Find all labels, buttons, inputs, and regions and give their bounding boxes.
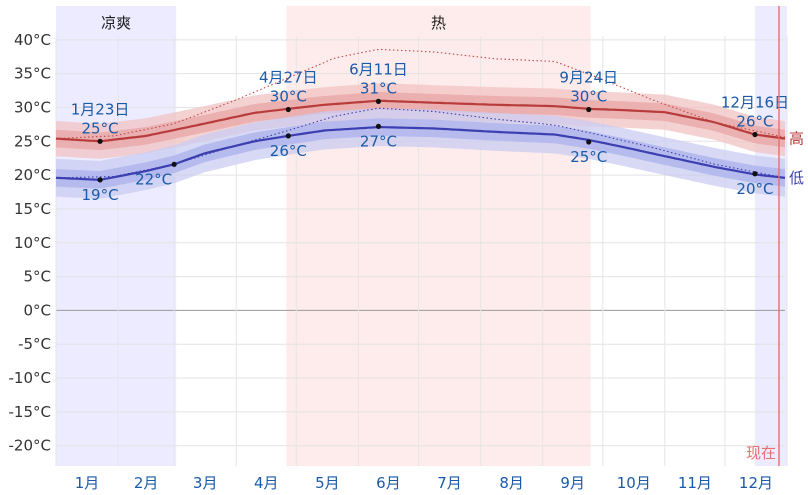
x-tick-label-11: 12月 — [739, 474, 773, 492]
x-tick-label-3: 4月 — [254, 474, 279, 492]
annotation-temp-8: 25°C — [570, 148, 607, 166]
annotation-date-5: 6月11日 — [349, 60, 408, 78]
y-tick-label-2: -10°C — [9, 369, 51, 387]
annotation-point-2 — [171, 161, 177, 167]
y-tick-label-4: 0°C — [23, 301, 51, 319]
y-tick-label-0: -20°C — [9, 437, 51, 455]
annotations: 25°C1月23日19°C22°C30°C4月27日26°C31°C6月11日2… — [71, 6, 789, 466]
x-tick-label-4: 5月 — [315, 474, 340, 492]
annotation-point-1 — [97, 177, 103, 183]
now-label: 现在 — [746, 444, 776, 462]
series-lines: 高低 — [55, 48, 804, 187]
y-tick-label-6: 10°C — [14, 234, 51, 252]
annotation-temp-3: 30°C — [270, 88, 307, 106]
y-tick-label-9: 25°C — [14, 132, 51, 150]
series-label-0: 高 — [789, 130, 804, 148]
y-tick-label-10: 30°C — [14, 98, 51, 116]
annotation-date-7: 9月24日 — [559, 69, 618, 87]
annotation-point-7 — [586, 106, 592, 113]
band-inner-0 — [56, 92, 785, 151]
season-label-0: 凉爽 — [101, 14, 131, 32]
annotation-temp-7: 30°C — [570, 88, 607, 106]
annotation-temp-4: 26°C — [270, 142, 307, 160]
y-tick-label-3: -5°C — [18, 335, 51, 353]
x-tick-label-10: 11月 — [678, 474, 712, 492]
y-tick-label-12: 40°C — [14, 31, 51, 49]
series-line-1 — [55, 125, 786, 182]
y-tick-label-7: 15°C — [14, 200, 51, 218]
band-outer-1 — [56, 108, 785, 199]
y-tick-label-11: 35°C — [14, 65, 51, 83]
season-band-0 — [56, 6, 177, 466]
x-tick-label-9: 10月 — [617, 474, 651, 492]
annotation-temp-2: 22°C — [135, 170, 172, 188]
x-tick-label-8: 9月 — [560, 474, 585, 492]
annotation-date-3: 4月27日 — [259, 69, 318, 87]
annotation-point-3 — [285, 106, 291, 113]
x-tick-label-5: 6月 — [376, 474, 401, 492]
axes: -20°C -15°C -10°C -5°C 0°C 5°C 10°C 15°C 20°C 25°… — [9, 31, 773, 492]
annotation-temp-1: 19°C — [82, 186, 119, 204]
series-line-0 — [55, 99, 786, 143]
x-tick-label-0: 1月 — [75, 474, 100, 492]
annotation-date-0: 1月23日 — [71, 100, 130, 118]
season-bands: 凉爽 热 — [56, 6, 788, 466]
x-tick-label-6: 7月 — [437, 474, 462, 492]
annotation-temp-10: 20°C — [736, 180, 773, 198]
season-band-1 — [286, 6, 591, 466]
series-label-1: 低 — [789, 169, 804, 187]
annotation-temp-0: 25°C — [82, 119, 119, 137]
annotation-point-0 — [97, 138, 103, 144]
grid — [55, 36, 788, 466]
annotation-point-5 — [375, 98, 382, 104]
annotation-point-6 — [375, 123, 382, 130]
season-band-2 — [754, 6, 788, 466]
y-tick-label-5: 5°C — [23, 268, 51, 286]
x-tick-label-2: 3月 — [193, 474, 218, 492]
x-tick-label-7: 8月 — [499, 474, 524, 492]
annotation-date-9: 12月16日 — [721, 94, 789, 112]
annotation-point-4 — [285, 133, 291, 139]
confidence-bands — [56, 83, 785, 199]
band-inner-1 — [56, 118, 785, 189]
season-label-1: 热 — [431, 14, 446, 32]
annotation-temp-6: 27°C — [360, 132, 397, 150]
annotation-point-10 — [752, 171, 758, 177]
y-tick-label-8: 20°C — [14, 166, 51, 184]
x-tick-label-1: 2月 — [134, 474, 159, 492]
annotation-temp-5: 31°C — [360, 79, 397, 97]
y-tick-label-1: -15°C — [9, 403, 51, 421]
annotation-point-8 — [586, 139, 592, 145]
series-line-3 — [55, 107, 786, 179]
annotation-point-9 — [752, 131, 758, 138]
annotation-temp-9: 26°C — [736, 113, 773, 131]
